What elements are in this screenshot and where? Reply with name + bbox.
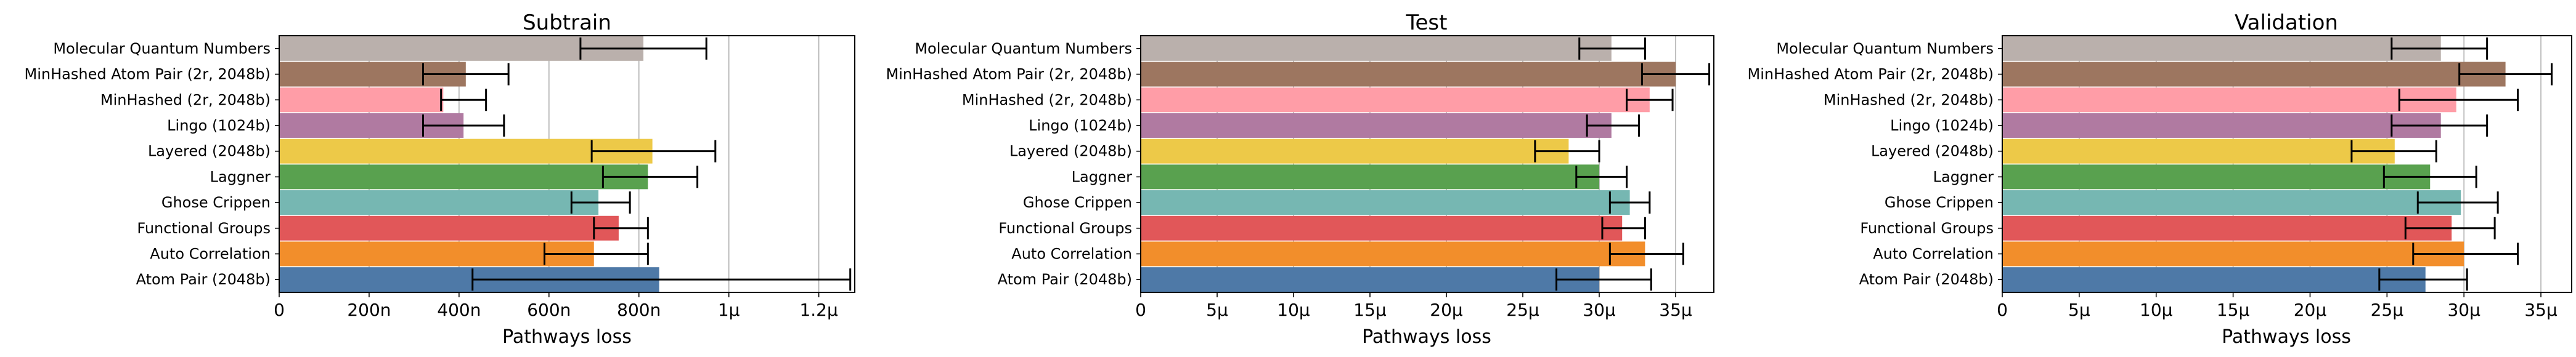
category-label: MinHashed Atom Pair (2r, 2048b) bbox=[1748, 66, 1994, 83]
category-label: MinHashed (2r, 2048b) bbox=[100, 91, 271, 108]
x-axis-label: Pathways loss bbox=[2222, 326, 2351, 348]
category-label: Lingo (1024b) bbox=[1890, 117, 1994, 134]
bar bbox=[2002, 36, 2441, 61]
x-axis-label: Pathways loss bbox=[1362, 326, 1491, 348]
x-tick-label: 15µ bbox=[1353, 300, 1387, 320]
category-label: MinHashed (2r, 2048b) bbox=[1824, 91, 1994, 108]
category-label: Layered (2048b) bbox=[1871, 143, 1994, 160]
bar bbox=[1141, 215, 1623, 241]
bar bbox=[279, 138, 653, 164]
bar bbox=[1141, 36, 1612, 61]
x-tick-label: 5µ bbox=[2068, 300, 2090, 320]
bar bbox=[2002, 215, 2452, 241]
bar bbox=[1141, 267, 1599, 292]
plot-area: Molecular Quantum Numbers MinHashed Atom … bbox=[25, 35, 855, 320]
category-label: MinHashed (2r, 2048b) bbox=[962, 91, 1132, 108]
category-label: Layered (2048b) bbox=[1009, 143, 1132, 160]
x-tick-label: 0 bbox=[274, 300, 285, 320]
bar bbox=[1141, 87, 1650, 113]
category-label: Functional Groups bbox=[1860, 220, 1994, 237]
x-tick-label: 10µ bbox=[1277, 300, 1310, 320]
x-tick-label: 25µ bbox=[1506, 300, 1539, 320]
panel-validation: Validation Molecular Quantum Numbers MinH… bbox=[1748, 10, 2572, 348]
bar bbox=[1141, 113, 1612, 138]
x-axis-label: Pathways loss bbox=[502, 326, 632, 348]
category-label: Molecular Quantum Numbers bbox=[1776, 40, 1994, 57]
x-tick-label: 10µ bbox=[2140, 300, 2173, 320]
category-label: Lingo (1024b) bbox=[1029, 117, 1132, 134]
category-label: Ghose Crippen bbox=[161, 194, 271, 211]
bar bbox=[2002, 113, 2441, 138]
category-label: Functional Groups bbox=[998, 220, 1132, 237]
category-label: Atom Pair (2048b) bbox=[1859, 271, 1994, 288]
bar bbox=[1141, 164, 1599, 190]
axes-frame bbox=[279, 35, 855, 293]
axes-frame bbox=[2002, 35, 2572, 293]
bar bbox=[2002, 138, 2395, 164]
x-tick-label: 400n bbox=[437, 300, 481, 320]
category-label: Laggner bbox=[210, 168, 271, 185]
category-label: Auto Correlation bbox=[1011, 245, 1132, 262]
bar bbox=[279, 241, 594, 267]
category-label: Layered (2048b) bbox=[148, 143, 271, 160]
category-label: Lingo (1024b) bbox=[167, 117, 271, 134]
bar bbox=[1141, 138, 1569, 164]
bar bbox=[2002, 241, 2464, 267]
x-tick-label: 30µ bbox=[2447, 300, 2480, 320]
category-label: Auto Correlation bbox=[150, 245, 271, 262]
panel-title: Subtrain bbox=[523, 10, 611, 35]
x-tick-label: 5µ bbox=[1206, 300, 1228, 320]
x-tick-label: 35µ bbox=[2524, 300, 2558, 320]
category-label: Molecular Quantum Numbers bbox=[915, 40, 1132, 57]
x-tick-label: 600n bbox=[527, 300, 571, 320]
category-label: Auto Correlation bbox=[1873, 245, 1994, 262]
category-label: Ghose Crippen bbox=[1023, 194, 1132, 211]
bar bbox=[1141, 241, 1645, 267]
bar bbox=[1141, 62, 1676, 87]
x-tick-label: 20µ bbox=[1430, 300, 1463, 320]
bar bbox=[2002, 190, 2461, 215]
category-label: MinHashed Atom Pair (2r, 2048b) bbox=[25, 66, 271, 83]
category-label: MinHashed Atom Pair (2r, 2048b) bbox=[886, 66, 1132, 83]
plot-area: Molecular Quantum Numbers MinHashed Atom … bbox=[1748, 35, 2572, 320]
x-tick-label: 0 bbox=[1135, 300, 1146, 320]
category-label: Laggner bbox=[1933, 168, 1994, 185]
category-label: Molecular Quantum Numbers bbox=[53, 40, 271, 57]
bar bbox=[1141, 190, 1630, 215]
bar bbox=[2002, 267, 2426, 292]
x-tick-label: 25µ bbox=[2371, 300, 2404, 320]
x-tick-label: 20µ bbox=[2294, 300, 2327, 320]
bar bbox=[2002, 164, 2431, 190]
x-tick-label: 35µ bbox=[1659, 300, 1692, 320]
bar bbox=[2002, 87, 2456, 113]
category-label: Laggner bbox=[1072, 168, 1133, 185]
bar bbox=[279, 215, 619, 241]
panel-subtrain: Subtrain Molecular Quantum Numbers MinHas… bbox=[25, 10, 855, 348]
bar bbox=[279, 190, 599, 215]
panel-title: Validation bbox=[2235, 10, 2338, 35]
x-tick-label: 1.2µ bbox=[799, 300, 838, 320]
category-label: Atom Pair (2048b) bbox=[998, 271, 1132, 288]
axes-frame bbox=[1140, 35, 1714, 293]
x-tick-label: 800n bbox=[617, 300, 661, 320]
x-tick-label: 0 bbox=[1997, 300, 2008, 320]
bar bbox=[279, 164, 648, 190]
panel-title: Test bbox=[1406, 10, 1448, 35]
x-tick-label: 15µ bbox=[2217, 300, 2250, 320]
plot-area: Molecular Quantum Numbers MinHashed Atom … bbox=[886, 35, 1714, 320]
x-tick-label: 30µ bbox=[1583, 300, 1616, 320]
category-label: Ghose Crippen bbox=[1885, 194, 1994, 211]
x-tick-label: 1µ bbox=[718, 300, 740, 320]
bar bbox=[2002, 62, 2506, 87]
panel-test: Test Molecular Quantum Numbers MinHashed … bbox=[886, 10, 1714, 348]
category-label: Atom Pair (2048b) bbox=[136, 271, 271, 288]
x-tick-label: 200n bbox=[347, 300, 391, 320]
bar bbox=[279, 87, 444, 113]
category-label: Functional Groups bbox=[137, 220, 271, 237]
